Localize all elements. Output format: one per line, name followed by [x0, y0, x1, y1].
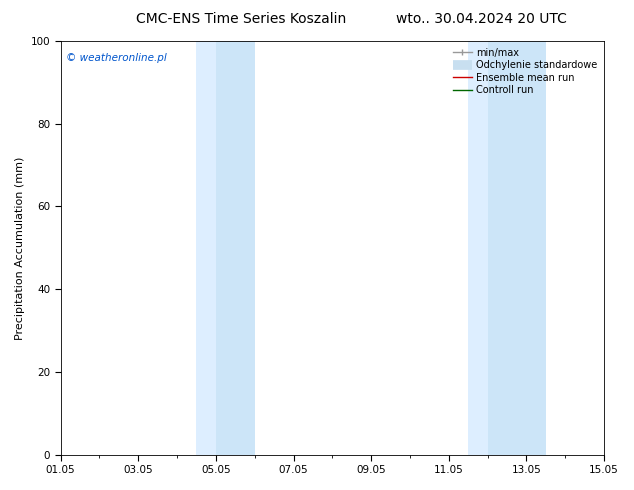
- Bar: [469, 41, 488, 455]
- Bar: [197, 41, 216, 455]
- Legend: min/max, Odchylenie standardowe, Ensemble mean run, Controll run: min/max, Odchylenie standardowe, Ensembl…: [451, 46, 599, 97]
- Bar: [488, 41, 546, 455]
- Text: wto.. 30.04.2024 20 UTC: wto.. 30.04.2024 20 UTC: [396, 12, 567, 26]
- Text: CMC-ENS Time Series Koszalin: CMC-ENS Time Series Koszalin: [136, 12, 346, 26]
- Text: © weatheronline.pl: © weatheronline.pl: [66, 53, 167, 64]
- Bar: [216, 41, 255, 455]
- Y-axis label: Precipitation Accumulation (mm): Precipitation Accumulation (mm): [15, 156, 25, 340]
